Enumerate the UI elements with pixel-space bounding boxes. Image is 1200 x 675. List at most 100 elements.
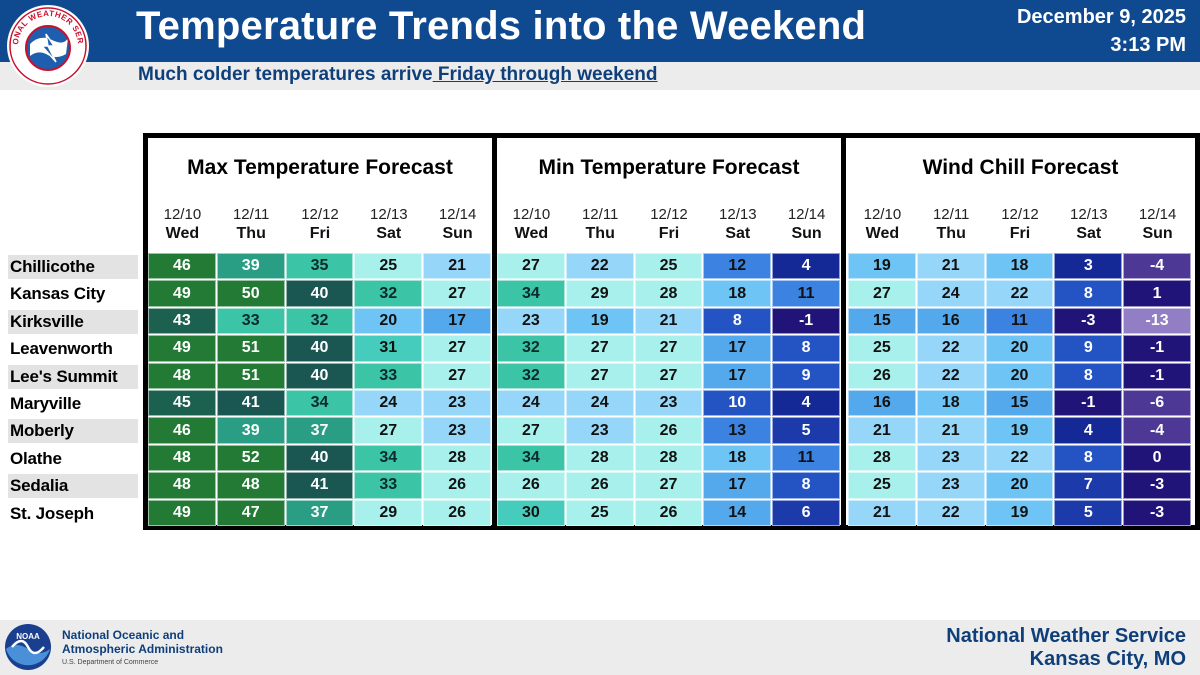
- forecast-cell: 6: [772, 499, 840, 526]
- forecast-cell: 48: [148, 444, 216, 472]
- forecast-cell: 8: [1054, 280, 1123, 307]
- column-day: Sat: [376, 225, 402, 242]
- forecast-cell: 23: [916, 472, 985, 499]
- forecast-cell: 23: [497, 307, 565, 335]
- forecast-cell: 8: [1054, 444, 1123, 472]
- nws-office-location: Kansas City, MO: [1029, 648, 1186, 670]
- forecast-cell: 49: [148, 499, 216, 526]
- column-date: 12/12: [650, 206, 688, 223]
- column-date: 12/14: [438, 206, 477, 223]
- forecast-cell: 0: [1123, 444, 1191, 472]
- forecast-cell: 39: [216, 253, 285, 280]
- forecast-cell: 25: [354, 253, 423, 280]
- forecast-cell: 24: [354, 390, 423, 417]
- forecast-cell: 8: [772, 335, 840, 362]
- forecast-cell: 32: [354, 280, 423, 307]
- forecast-cell: 27: [423, 362, 491, 389]
- time-label: 3:13 PM: [1110, 34, 1186, 56]
- forecast-cell: 34: [497, 280, 565, 307]
- forecast-cell: 22: [985, 280, 1054, 307]
- max-temp-title: Max Temperature Forecast: [187, 156, 453, 179]
- forecast-cell: -1: [772, 307, 840, 335]
- column-date: 12/11: [932, 206, 970, 223]
- forecast-cell: 4: [772, 390, 840, 417]
- forecast-cell: 27: [497, 253, 565, 280]
- forecast-cell: 9: [1054, 335, 1123, 362]
- column-day: Fri: [1009, 225, 1031, 242]
- forecast-cell: 7: [1054, 472, 1123, 499]
- city-label: Kansas City: [10, 284, 106, 304]
- column-header: 12/11 Thu: [916, 203, 986, 249]
- subtitle: Much colder temperatures arrive Friday t…: [138, 64, 658, 86]
- forecast-cell: 51: [216, 362, 285, 389]
- footer-bar: [0, 620, 1200, 675]
- city-label: Chillicothe: [8, 255, 138, 279]
- forecast-cell: 37: [285, 499, 354, 526]
- column-date: 12/14: [1138, 206, 1177, 223]
- forecast-cell: 28: [634, 280, 703, 307]
- city-label: Kirksville: [8, 309, 138, 334]
- column-header: 12/10 Wed: [497, 203, 566, 249]
- column-date: 12/13: [1070, 206, 1108, 223]
- forecast-cell: 35: [285, 253, 354, 280]
- forecast-cell: 17: [703, 362, 772, 389]
- forecast-cell: 27: [497, 417, 565, 444]
- forecast-cell: 26: [423, 499, 491, 526]
- forecast-cell: 41: [216, 390, 285, 417]
- forecast-cell: 24: [565, 390, 634, 417]
- column-date: 12/12: [1001, 206, 1039, 223]
- column-day: Wed: [165, 225, 200, 242]
- forecast-cell: 24: [497, 390, 565, 417]
- forecast-cell: 18: [916, 390, 985, 417]
- column-day: Thu: [585, 225, 615, 242]
- wind-chill-panel: Wind Chill Forecast 12/10 Wed 12/11 Thu 12/1…: [846, 138, 1195, 526]
- forecast-cell: 47: [216, 499, 285, 526]
- forecast-cell: 22: [916, 362, 985, 389]
- forecast-cell: 8: [772, 472, 840, 499]
- forecast-cell: 40: [285, 335, 354, 362]
- forecast-cell: 25: [565, 499, 634, 526]
- forecast-cell: 48: [216, 472, 285, 499]
- forecast-table: Max Temperature Forecast 12/10 Wed 12/11 Th…: [143, 133, 1200, 530]
- forecast-cell: 24: [916, 280, 985, 307]
- forecast-cell: 26: [497, 472, 565, 499]
- forecast-cell: 5: [1054, 499, 1123, 526]
- forecast-cell: 11: [985, 307, 1054, 335]
- forecast-cell: 22: [916, 335, 985, 362]
- city-label: Moberly: [8, 419, 138, 444]
- forecast-cell: 5: [772, 417, 840, 444]
- forecast-cell: 23: [916, 444, 985, 472]
- forecast-cell: 33: [354, 362, 423, 389]
- column-header: 12/14 Sun: [423, 203, 492, 249]
- city-label: Lee's Summit: [8, 364, 138, 389]
- forecast-cell: 1: [1123, 280, 1191, 307]
- column-date: 12/13: [719, 206, 757, 223]
- forecast-cell: 28: [634, 444, 703, 472]
- forecast-cell: 18: [703, 444, 772, 472]
- forecast-cell: 41: [285, 472, 354, 499]
- forecast-cell: 40: [285, 362, 354, 389]
- forecast-cell: -1: [1123, 362, 1191, 389]
- forecast-cell: 27: [634, 335, 703, 362]
- forecast-cell: 14: [703, 499, 772, 526]
- forecast-cell: 25: [848, 472, 916, 499]
- forecast-cell: 30: [497, 499, 565, 526]
- forecast-cell: 26: [848, 362, 916, 389]
- column-header: 12/10 Wed: [848, 203, 917, 249]
- column-header: 12/10 Wed: [148, 203, 217, 249]
- forecast-cell: -1: [1123, 335, 1191, 362]
- forecast-cell: 49: [148, 335, 216, 362]
- forecast-cell: 15: [848, 307, 916, 335]
- forecast-cell: 50: [216, 280, 285, 307]
- forecast-cell: 31: [354, 335, 423, 362]
- forecast-cell: 25: [848, 335, 916, 362]
- forecast-cell: 45: [148, 390, 216, 417]
- forecast-cell: 22: [565, 253, 634, 280]
- column-day: Fri: [658, 225, 680, 242]
- column-date: 12/10: [512, 206, 551, 223]
- forecast-cell: 34: [354, 444, 423, 472]
- header-bar: [0, 0, 1200, 62]
- forecast-cell: 27: [423, 335, 491, 362]
- column-day: Wed: [865, 225, 900, 242]
- forecast-cell: 12: [703, 253, 772, 280]
